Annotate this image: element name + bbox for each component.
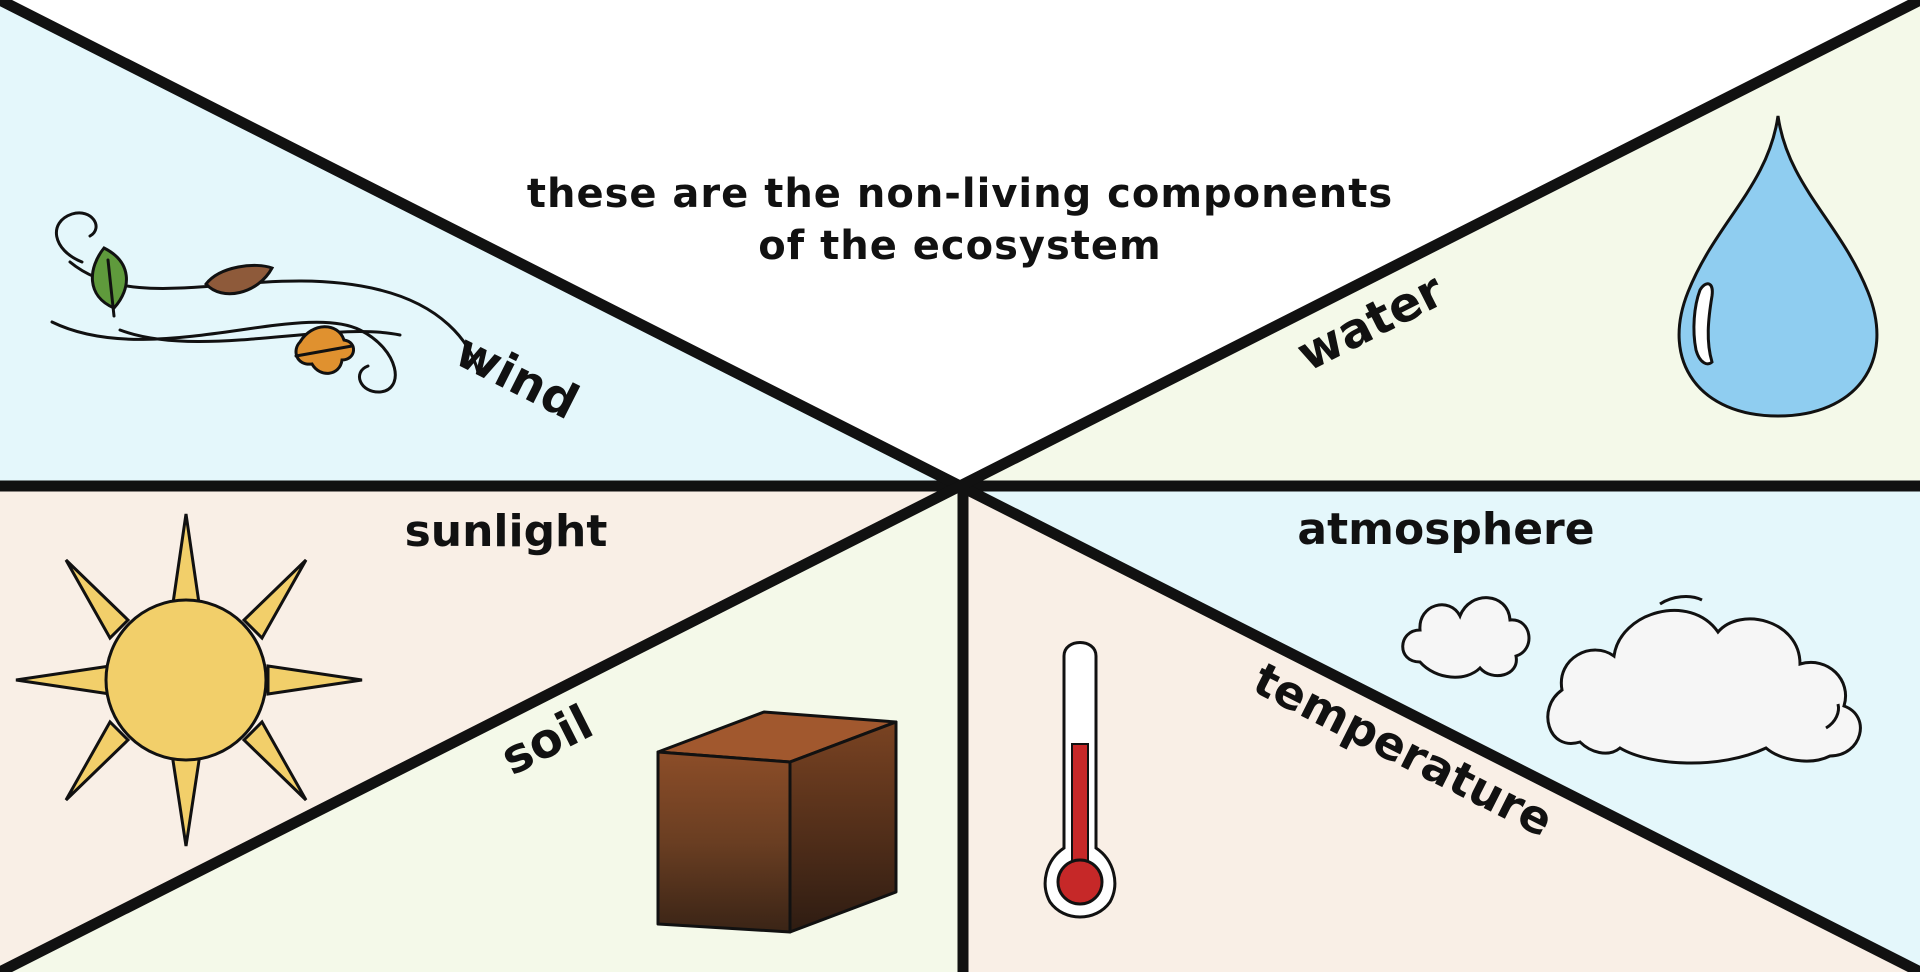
cloud-icon [1401, 595, 1862, 765]
title-line-1: these are the non-living components [526, 171, 1394, 217]
sun-icon [15, 513, 363, 847]
panel-center-top [0, 0, 1920, 486]
thermometer-icon [1043, 641, 1117, 919]
soil-cube-icon [656, 710, 898, 934]
diagram-title: these are the non-living components of t… [460, 168, 1460, 272]
label-sunlight: sunlight [405, 506, 608, 557]
label-atmosphere: atmosphere [1297, 504, 1594, 555]
water-drop-icon [1677, 115, 1879, 418]
title-line-2: of the ecosystem [758, 223, 1162, 269]
wind-icon [50, 211, 480, 394]
